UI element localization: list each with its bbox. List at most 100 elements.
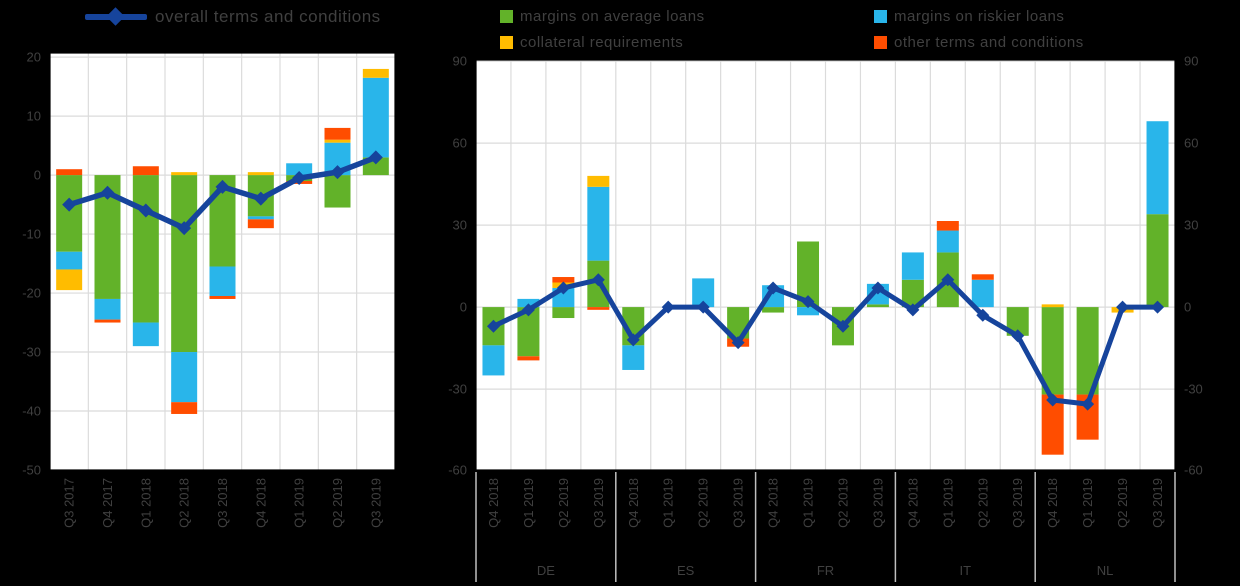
- group-label: DE: [537, 563, 555, 578]
- x-tick-label: Q3 2019: [1150, 478, 1165, 528]
- line-marker: [1116, 300, 1130, 314]
- bar-margins-on-average-loans: [1076, 307, 1099, 395]
- bar-margins-on-riskier-loans: [622, 345, 645, 370]
- y-tick-label: -30: [1184, 382, 1203, 397]
- x-tick-label: Q3 2019: [368, 478, 383, 528]
- bar-other-terms-and-conditions: [94, 319, 121, 323]
- bar-other-terms-and-conditions: [552, 277, 575, 283]
- bar-margins-on-average-loans: [1146, 214, 1169, 308]
- green-swatch-icon: [500, 10, 513, 23]
- bar-other-terms-and-conditions: [1041, 394, 1064, 455]
- y-tick-label: -10: [22, 227, 41, 242]
- y-tick-label: 0: [1184, 300, 1191, 315]
- line-marker: [1011, 329, 1025, 343]
- line-marker: [731, 336, 745, 350]
- y-tick-label: 10: [27, 109, 41, 124]
- bar-margins-on-average-loans: [901, 279, 924, 308]
- legend-overall-line: overall terms and conditions: [85, 6, 381, 28]
- y-tick-label: -50: [22, 462, 41, 477]
- line-marker: [906, 303, 920, 317]
- legend-item-margins-riskier: margins on riskier loans: [874, 8, 1064, 25]
- line-marker: [1046, 393, 1060, 407]
- bar-margins-on-average-loans: [552, 307, 575, 319]
- amber-swatch-icon: [500, 36, 513, 49]
- x-tick-label: Q4 2018: [766, 478, 781, 528]
- bar-other-terms-and-conditions: [247, 219, 274, 229]
- line-marker: [521, 303, 535, 317]
- bar-margins-on-riskier-loans: [797, 307, 820, 316]
- x-tick-label: Q2 2019: [556, 478, 571, 528]
- x-tick-label: Q4 2018: [253, 478, 268, 528]
- line-marker: [1081, 397, 1095, 411]
- line-marker: [871, 281, 885, 295]
- x-tick-label: Q2 2019: [975, 478, 990, 528]
- bar-margins-on-riskier-loans: [56, 251, 83, 270]
- x-tick-label: Q3 2017: [62, 478, 77, 528]
- line-marker: [836, 319, 850, 333]
- line-marker: [661, 300, 675, 314]
- group-label: IT: [960, 563, 972, 578]
- bar-collateral-requirements: [587, 175, 610, 187]
- line-marker: [177, 221, 192, 236]
- bar-other-terms-and-conditions: [587, 307, 610, 310]
- x-tick-label: Q2 2018: [177, 478, 192, 528]
- legend-label: other terms and conditions: [894, 34, 1084, 51]
- x-tick-label: Q1 2019: [292, 478, 307, 528]
- legend-label: margins on average loans: [520, 8, 705, 25]
- bar-margins-on-average-loans: [1041, 307, 1064, 395]
- bar-margins-on-average-loans: [132, 175, 159, 323]
- line-marker: [696, 300, 710, 314]
- y-tick-label: -30: [448, 382, 467, 397]
- y-tick-label: 90: [1184, 54, 1198, 69]
- bar-collateral-requirements: [1041, 304, 1064, 308]
- x-tick-label: Q2 2019: [835, 478, 850, 528]
- y-tick-label: 90: [453, 54, 467, 69]
- bar-margins-on-riskier-loans: [901, 252, 924, 280]
- cyan-swatch-icon: [874, 10, 887, 23]
- diamond-marker-icon: [106, 7, 125, 26]
- bar-margins-on-average-loans: [797, 241, 820, 308]
- line-marker: [486, 319, 500, 333]
- x-tick-label: Q4 2018: [1045, 478, 1060, 528]
- line-marker: [626, 333, 640, 347]
- y-tick-label: 20: [27, 50, 41, 65]
- bar-other-terms-and-conditions: [56, 169, 83, 176]
- line-marker: [215, 179, 230, 194]
- x-tick-label: Q4 2017: [100, 478, 115, 528]
- line-marker: [253, 191, 268, 206]
- line-marker: [292, 171, 307, 186]
- y-tick-label: -40: [22, 403, 41, 418]
- x-tick-label: Q1 2019: [801, 478, 816, 528]
- bar-collateral-requirements: [247, 172, 274, 176]
- legend-item-margins-average: margins on average loans: [500, 8, 705, 25]
- x-tick-label: Q2 2019: [696, 478, 711, 528]
- x-tick-label: Q3 2019: [591, 478, 606, 528]
- x-tick-label: Q2 2019: [330, 478, 345, 528]
- y-tick-label: -60: [1184, 462, 1203, 477]
- legend-overall-label: overall terms and conditions: [155, 7, 381, 26]
- y-tick-label: 60: [453, 136, 467, 151]
- bar-margins-on-average-loans: [1006, 307, 1029, 336]
- x-tick-label: Q2 2019: [1115, 478, 1130, 528]
- group-label: FR: [817, 563, 834, 578]
- line-marker: [976, 308, 990, 322]
- bar-other-terms-and-conditions: [209, 296, 236, 299]
- y-tick-label: 60: [1184, 136, 1198, 151]
- x-tick-label: Q1 2018: [138, 478, 153, 528]
- bar-margins-on-riskier-loans: [247, 216, 274, 220]
- x-tick-label: Q3 2019: [731, 478, 746, 528]
- plot-border: [49, 52, 396, 471]
- x-tick-label: Q1 2019: [1080, 478, 1095, 528]
- x-tick-label: Q3 2018: [215, 478, 230, 528]
- bar-collateral-requirements: [362, 68, 389, 78]
- x-tick-label: Q4 2018: [905, 478, 920, 528]
- bar-other-terms-and-conditions: [324, 127, 351, 140]
- legend-label: margins on riskier loans: [894, 8, 1065, 25]
- bar-margins-on-average-loans: [517, 307, 540, 357]
- x-tick-label: Q1 2019: [940, 478, 955, 528]
- orange-swatch-icon: [874, 36, 887, 49]
- line-marker: [1151, 300, 1165, 314]
- y-tick-label: -30: [22, 344, 41, 359]
- bar-margins-on-riskier-loans: [209, 266, 236, 297]
